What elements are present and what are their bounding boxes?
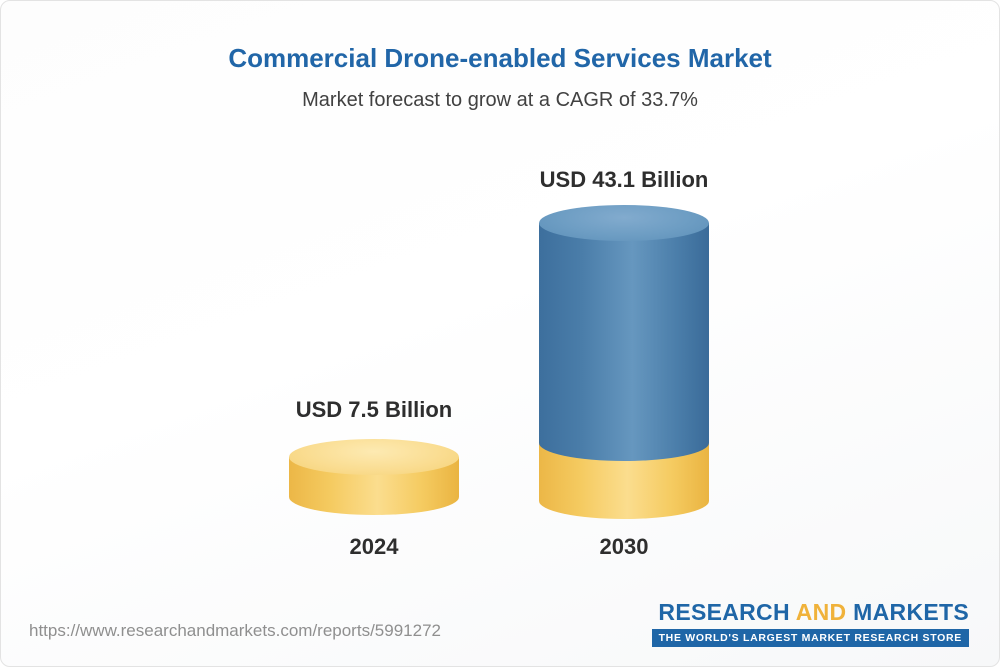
logo-word-research: RESEARCH	[658, 599, 790, 625]
bar-2030-body	[539, 223, 709, 461]
research-and-markets-logo: RESEARCH AND MARKETS THE WORLD'S LARGEST…	[651, 599, 969, 647]
value-label-2030: USD 43.1 Billion	[539, 167, 709, 192]
chart-title: Commercial Drone-enabled Services Market	[228, 43, 772, 73]
logo-tagline: THE WORLD'S LARGEST MARKET RESEARCH STOR…	[651, 629, 969, 647]
bar-2024	[289, 439, 459, 515]
bar-2030	[539, 205, 709, 519]
logo-word-and: AND	[795, 599, 847, 625]
bar-2024-top-cap	[289, 439, 459, 475]
logo-word-markets: MARKETS	[853, 599, 969, 625]
axis-label-2024: 2024	[349, 534, 399, 559]
logo-wordmark: RESEARCH AND MARKETS	[652, 599, 969, 626]
axis-label-2030: 2030	[599, 534, 649, 559]
chart-subtitle: Market forecast to grow at a CAGR of 33.…	[302, 89, 698, 111]
source-url: https://www.researchandmarkets.com/repor…	[29, 621, 441, 640]
bar-2030-top-cap	[539, 205, 709, 241]
value-label-2024: USD 7.5 Billion	[295, 397, 453, 422]
